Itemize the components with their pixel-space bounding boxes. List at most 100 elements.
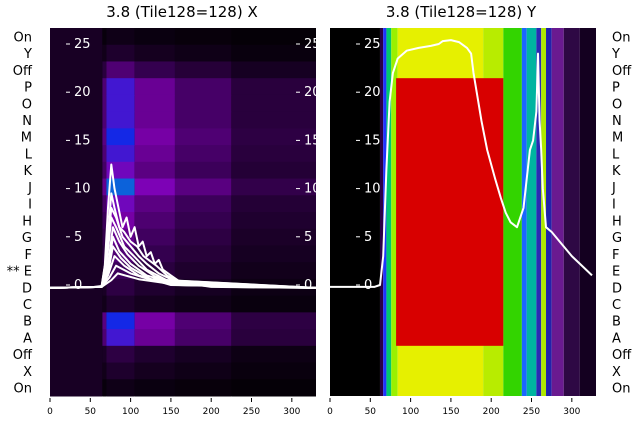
heatmap-band: [391, 28, 398, 396]
row-label-right: G: [612, 231, 622, 246]
heatmap-cell: [102, 44, 107, 62]
heatmap-cell: [134, 195, 175, 213]
heatmap-cell: [106, 345, 135, 364]
x-tick-label: 150: [162, 407, 179, 417]
row-label-right: N: [612, 114, 622, 129]
y-overlay-tick-label: 20: [74, 85, 91, 100]
heatmap-cell: [231, 228, 316, 246]
heatmap-cell: [134, 145, 175, 163]
row-label-right: D: [612, 281, 622, 296]
heatmap-cell: [106, 44, 135, 62]
heatmap-cell: [106, 128, 135, 146]
x-tick-label: 100: [402, 407, 419, 417]
heatmap-cell: [231, 145, 316, 163]
heatmap-cell: [50, 245, 103, 263]
heatmap-cell: [174, 245, 232, 263]
row-label-right: B: [612, 315, 621, 330]
y-overlay-tick-label: 10: [74, 182, 91, 197]
heatmap-cell: [231, 195, 316, 213]
panel-x: 3.8 (Tile128=128) X 0 50 100 150 200 250 300 0…: [47, 3, 320, 417]
row-label-right: On: [612, 30, 630, 45]
row-label-right: Off: [612, 348, 632, 363]
row-label-left: H: [22, 214, 32, 229]
heatmap-cell: [134, 228, 175, 246]
heatmap-cell: [134, 94, 175, 113]
heatmap-band: [546, 28, 552, 396]
heatmap-cell: [106, 329, 135, 347]
row-label-left: J: [27, 181, 32, 196]
heatmap-cell: [231, 329, 316, 347]
row-label-left: O: [22, 97, 32, 112]
row-label-left: I: [28, 198, 32, 213]
row-label-left: D: [22, 281, 32, 296]
heatmap-cell: [102, 278, 107, 297]
heatmap-cell: [134, 178, 175, 196]
heatmap-cell: [134, 245, 175, 263]
y-overlay-tick-label: 25: [74, 37, 91, 52]
heatmap-y: [330, 28, 596, 396]
heatmap-cell: [106, 111, 135, 129]
heatmap-band: [536, 28, 542, 396]
heatmap-cell: [102, 178, 107, 196]
heatmap-cell: [102, 212, 107, 230]
heatmap-cell: [50, 312, 103, 330]
heatmap-band: [503, 28, 522, 396]
heatmap-cell: [50, 161, 103, 180]
heatmap-cell: [174, 312, 232, 330]
x-tick-label: 300: [283, 407, 300, 417]
heatmap-cell: [231, 379, 316, 397]
heatmap-cell: [106, 312, 135, 330]
heatmap-cell: [102, 379, 107, 397]
heatmap-cell: [50, 61, 103, 79]
y-overlay-ticks-y: 0 5 10 15 20 25: [356, 37, 381, 293]
heatmap-cell: [174, 78, 232, 96]
heatmap-cell: [174, 94, 232, 113]
x-tick-label: 0: [47, 407, 53, 417]
heatmap-cell: [102, 161, 107, 180]
heatmap-cell: [102, 28, 107, 46]
heatmap-cell: [102, 295, 107, 313]
heatmap-cell: [231, 161, 316, 180]
y-overlay-tick-label: 0: [364, 278, 372, 293]
heatmap-cell: [174, 212, 232, 230]
heatmap-cell: [231, 295, 316, 313]
x-tick-label: 250: [523, 407, 540, 417]
heatmap-cell: [50, 94, 103, 113]
heatmap-cell: [174, 111, 232, 129]
row-label-right: L: [612, 147, 620, 162]
heatmap-saturated-block: [396, 78, 504, 346]
row-label-left: N: [22, 114, 32, 129]
heatmap-cell: [50, 78, 103, 96]
heatmap-cell: [50, 212, 103, 230]
heatmap-cell: [134, 345, 175, 364]
heatmap-cell: [231, 345, 316, 364]
row-label-right: I: [612, 198, 616, 213]
heatmap-cell: [50, 228, 103, 246]
row-label-right: On: [612, 382, 630, 397]
heatmap-cell: [134, 128, 175, 146]
heatmap-cell: [174, 128, 232, 146]
row-label-left: Off: [13, 64, 33, 79]
row-label-right: A: [612, 331, 621, 346]
heatmap-cell: [102, 245, 107, 263]
heatmap-cell: [231, 312, 316, 330]
row-label-right: C: [612, 298, 621, 313]
row-label-right: Y: [611, 47, 620, 62]
heatmap-cell: [106, 379, 135, 397]
heatmap-cell: [174, 195, 232, 213]
heatmap-cell: [134, 329, 175, 347]
row-label-right: O: [612, 97, 622, 112]
x-tick-label: 50: [365, 407, 377, 417]
heatmap-cell: [174, 329, 232, 347]
heatmap-cell: [174, 178, 232, 196]
row-label-right: E: [612, 265, 620, 280]
y-overlay-tick-label: 15: [74, 133, 91, 148]
heatmap-cell: [102, 228, 107, 246]
heatmap-cell: [174, 44, 232, 62]
row-label-left: Y: [23, 47, 32, 62]
row-label-left: P: [24, 81, 32, 96]
heatmap-cell: [231, 262, 316, 280]
heatmap-cell: [174, 145, 232, 163]
heatmap-cell: [231, 362, 316, 380]
